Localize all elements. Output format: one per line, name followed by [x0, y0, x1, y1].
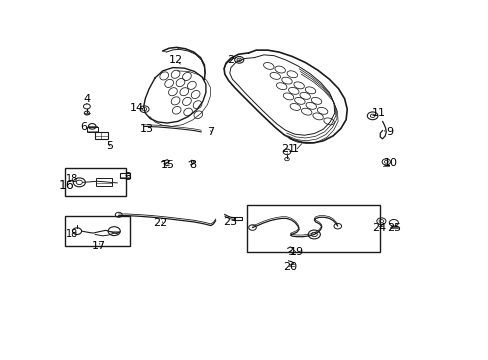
Text: 18: 18 [66, 229, 79, 239]
Text: 15: 15 [161, 160, 175, 170]
Text: 11: 11 [371, 108, 385, 118]
Text: 6: 6 [80, 122, 87, 132]
Text: 1: 1 [291, 144, 298, 153]
Text: 19: 19 [289, 247, 303, 257]
Text: 21: 21 [281, 144, 295, 154]
Bar [120, 173, 130, 179]
Text: 9: 9 [386, 127, 393, 137]
Bar [96, 178, 112, 186]
Text: 23: 23 [222, 217, 236, 227]
Text: 20: 20 [283, 262, 297, 272]
Text: 5: 5 [106, 141, 113, 151]
Text: 4: 4 [83, 94, 90, 104]
Text: 14: 14 [130, 103, 143, 113]
Text: 10: 10 [383, 158, 397, 168]
Bar [246, 205, 380, 252]
Text: 24: 24 [371, 222, 386, 233]
Bar [233, 217, 242, 220]
Text: 12: 12 [168, 55, 182, 66]
Text: 17: 17 [92, 241, 106, 251]
Bar [87, 127, 98, 132]
Text: 22: 22 [153, 219, 167, 228]
Bar [95, 132, 108, 139]
Text: 18: 18 [66, 174, 79, 184]
Text: 8: 8 [189, 160, 196, 170]
Text: 25: 25 [386, 222, 400, 233]
Text: 2: 2 [227, 55, 234, 65]
Text: 13: 13 [139, 123, 153, 134]
Text: 3: 3 [123, 172, 131, 182]
Text: 16: 16 [59, 179, 75, 193]
Text: 7: 7 [207, 127, 214, 137]
Bar [65, 216, 130, 246]
Bar [65, 168, 126, 195]
